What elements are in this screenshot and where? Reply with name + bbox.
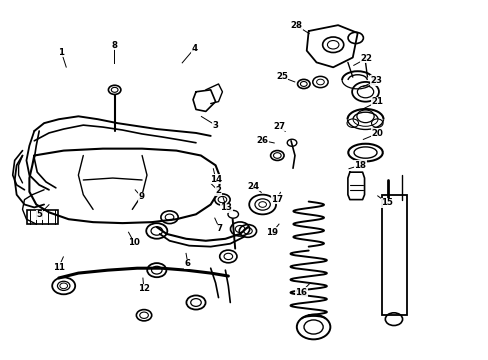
Circle shape bbox=[136, 310, 151, 321]
Text: 15: 15 bbox=[381, 198, 392, 207]
Text: 3: 3 bbox=[212, 121, 218, 130]
Text: 22: 22 bbox=[360, 54, 372, 63]
Bar bbox=[382, 195, 406, 315]
Text: 28: 28 bbox=[290, 21, 302, 30]
Text: 6: 6 bbox=[184, 260, 190, 269]
Text: 21: 21 bbox=[371, 97, 383, 106]
Text: 2: 2 bbox=[215, 186, 221, 195]
Circle shape bbox=[227, 210, 238, 218]
Text: 9: 9 bbox=[138, 193, 144, 202]
Circle shape bbox=[297, 79, 309, 89]
Text: 18: 18 bbox=[354, 161, 366, 170]
Bar bbox=[26, 210, 58, 224]
Text: 27: 27 bbox=[272, 122, 285, 131]
Text: 14: 14 bbox=[209, 175, 222, 184]
Text: 1: 1 bbox=[59, 48, 64, 57]
Text: 17: 17 bbox=[270, 195, 283, 204]
Text: 7: 7 bbox=[216, 224, 222, 233]
Text: 16: 16 bbox=[294, 288, 306, 297]
Text: 5: 5 bbox=[37, 210, 42, 219]
Circle shape bbox=[214, 194, 230, 205]
Circle shape bbox=[108, 85, 121, 94]
Text: 11: 11 bbox=[52, 263, 64, 272]
Text: 23: 23 bbox=[369, 76, 382, 85]
Circle shape bbox=[270, 150, 284, 161]
Text: 4: 4 bbox=[191, 44, 197, 53]
Text: 12: 12 bbox=[138, 284, 149, 293]
Text: 20: 20 bbox=[371, 129, 383, 138]
Text: 8: 8 bbox=[111, 41, 117, 50]
Text: 25: 25 bbox=[275, 72, 287, 81]
Text: 24: 24 bbox=[246, 182, 259, 191]
Text: 13: 13 bbox=[220, 203, 232, 212]
Text: 10: 10 bbox=[128, 238, 140, 247]
Text: 26: 26 bbox=[256, 136, 268, 145]
Text: 19: 19 bbox=[266, 228, 278, 237]
